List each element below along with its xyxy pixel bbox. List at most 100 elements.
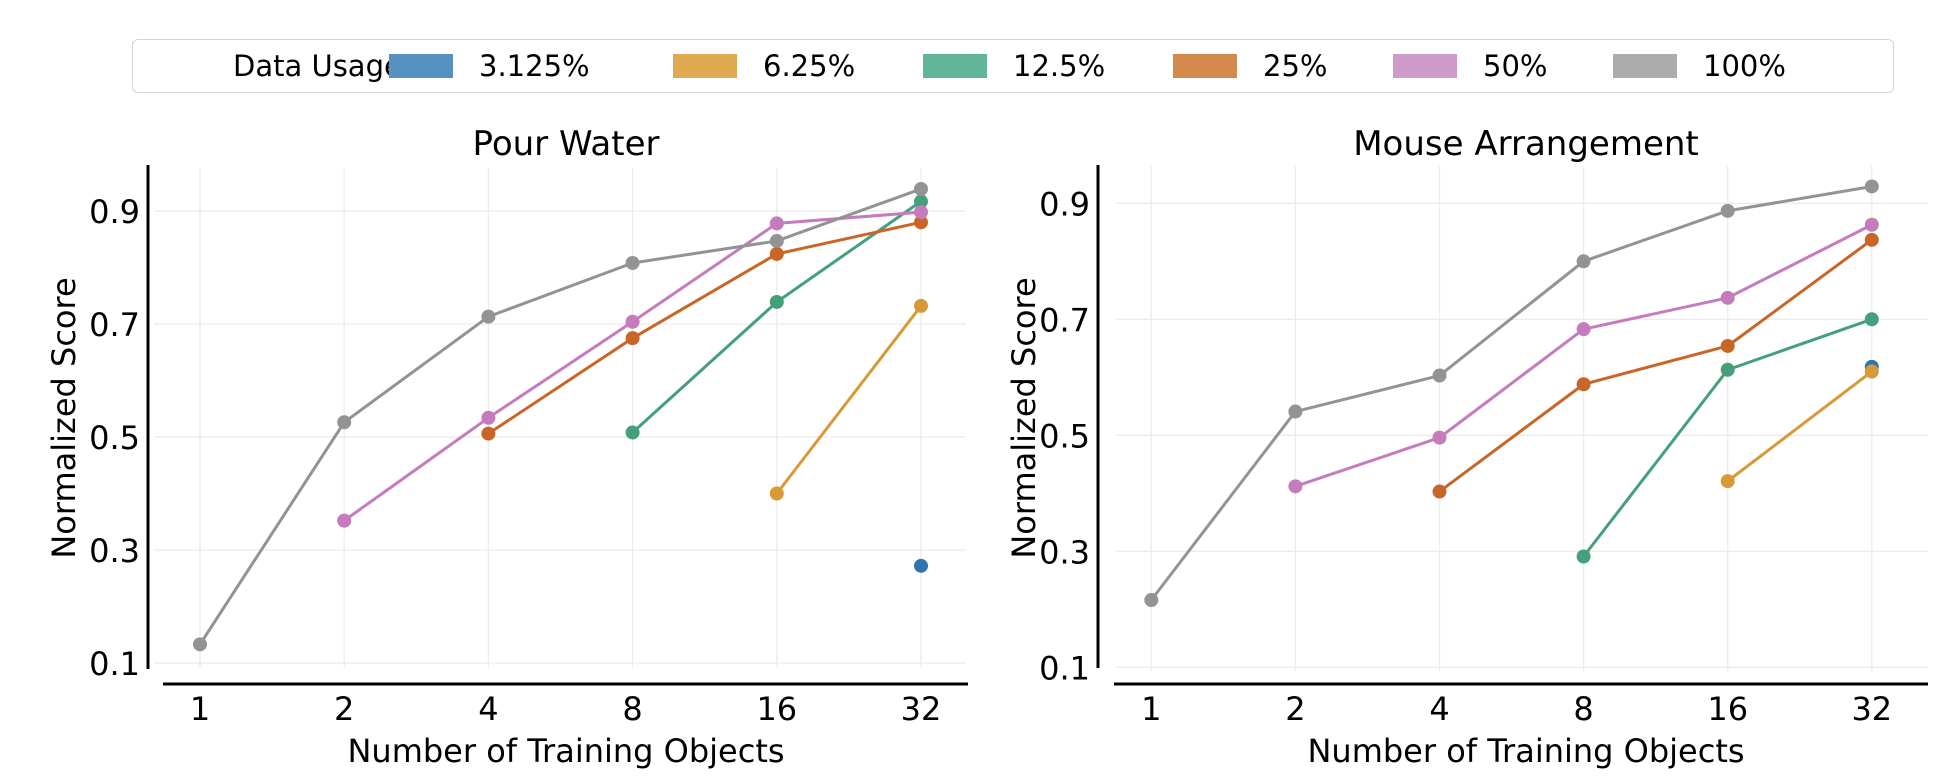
data-point — [1288, 404, 1303, 419]
data-point — [337, 513, 352, 528]
series-25 — [1432, 232, 1879, 499]
data-point — [1288, 479, 1303, 494]
data-point — [1720, 474, 1735, 489]
data-point — [769, 216, 784, 231]
data-point — [1864, 179, 1879, 194]
gridlines — [154, 168, 966, 667]
series-100 — [193, 181, 928, 652]
data-point — [1720, 362, 1735, 377]
data-point — [1864, 232, 1879, 247]
series-50 — [1288, 217, 1879, 494]
data-point — [1432, 430, 1447, 445]
legend-swatch — [389, 54, 453, 78]
y-tick-label: 0.7 — [89, 306, 140, 344]
data-point — [625, 425, 640, 440]
legend-label: 25% — [1263, 49, 1328, 83]
y-axis-label: Normalized Score — [45, 277, 83, 558]
series-100 — [1144, 179, 1879, 608]
x-axis-label: Number of Training Objects — [347, 732, 784, 770]
y-tick-label: 0.1 — [89, 645, 140, 683]
data-point — [914, 558, 928, 573]
data-point — [481, 426, 496, 441]
x-tick-label: 8 — [622, 690, 642, 728]
data-point — [1720, 338, 1735, 353]
x-tick-label: 1 — [1141, 690, 1161, 728]
series-line — [1438, 238, 1873, 493]
series-line — [775, 305, 923, 495]
series-line — [198, 187, 922, 646]
x-tick-label: 1 — [190, 690, 210, 728]
series-125 — [625, 194, 928, 440]
legend-label: 50% — [1483, 49, 1548, 83]
series-50 — [337, 205, 928, 528]
legend-item-25: 25% — [1173, 49, 1327, 83]
y-tick-label: 0.5 — [89, 419, 140, 457]
x-tick-label: 2 — [334, 690, 354, 728]
x-tick-label: 8 — [1573, 690, 1593, 728]
data-point — [914, 215, 928, 230]
legend-swatch — [1393, 54, 1457, 78]
y-tick-label: 0.1 — [1039, 649, 1090, 687]
data-point — [1864, 312, 1879, 327]
legend-item-3125: 3.125% — [389, 49, 590, 83]
legend-label: 100% — [1703, 49, 1786, 83]
x-tick-label: 16 — [756, 690, 797, 728]
series-line — [1150, 185, 1873, 601]
x-tick-label: 2 — [1285, 690, 1305, 728]
series-line — [1726, 370, 1873, 483]
legend-item-100: 100% — [1613, 49, 1786, 83]
data-point — [1432, 484, 1447, 499]
data-point — [769, 246, 784, 261]
chart-title: Mouse Arrangement — [1353, 124, 1699, 164]
legend-item-125: 12.5% — [923, 49, 1105, 83]
series-625 — [1720, 364, 1879, 489]
x-tick-label: 4 — [1429, 690, 1449, 728]
x-tick-label: 4 — [478, 690, 498, 728]
series-625 — [769, 298, 928, 501]
series-line — [487, 220, 922, 435]
legend-swatch — [923, 54, 987, 78]
x-tick-label: 16 — [1707, 690, 1748, 728]
data-point — [914, 194, 928, 209]
data-point — [1576, 549, 1591, 564]
data-point — [625, 314, 640, 329]
data-point — [481, 410, 496, 425]
data-point — [1432, 368, 1447, 383]
chart-title: Pour Water — [473, 124, 660, 164]
legend-swatch — [673, 54, 737, 78]
y-axis-label: Normalized Score — [1005, 277, 1043, 558]
y-tick-label: 0.9 — [89, 193, 140, 231]
x-axis-label: Number of Training Objects — [1307, 732, 1744, 770]
data-point — [914, 205, 928, 220]
y-tick-label: 0.3 — [89, 532, 140, 570]
y-tick-label: 0.9 — [1039, 185, 1090, 223]
legend-label: 3.125% — [479, 49, 590, 83]
panel-mouse-arrangement: Mouse Arrangement Number of Training Obj… — [1005, 124, 1928, 770]
panel-pour-water: Pour Water Number of Training Objects No… — [45, 124, 968, 770]
series-25 — [481, 215, 928, 441]
series-125 — [1576, 312, 1879, 564]
data-point — [337, 415, 352, 430]
legend-item-50: 50% — [1393, 49, 1547, 83]
data-point — [193, 637, 207, 652]
y-tick-label: 0.3 — [1039, 533, 1090, 571]
data-point — [481, 309, 496, 324]
series-3125 — [914, 558, 928, 573]
legend-label: 6.25% — [763, 49, 856, 83]
data-point — [625, 331, 640, 346]
legend-label: 12.5% — [1013, 49, 1106, 83]
x-tick-label: 32 — [901, 690, 942, 728]
data-point — [625, 255, 640, 270]
legend: Data Usage: 3.125% 6.25% 12.5% 25% 50% 1… — [132, 39, 1894, 93]
legend-title: Data Usage: — [233, 49, 412, 83]
data-point — [914, 298, 928, 313]
data-point — [914, 181, 928, 196]
data-point — [769, 486, 784, 501]
data-point — [1720, 203, 1735, 218]
data-point — [1576, 322, 1591, 337]
data-point — [769, 294, 784, 309]
data-point — [769, 233, 784, 248]
legend-item-625: 6.25% — [673, 49, 855, 83]
